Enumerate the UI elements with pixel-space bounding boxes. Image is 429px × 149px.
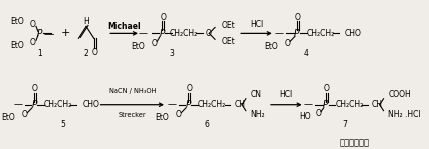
Text: O: O [284,39,290,48]
Text: —: — [44,29,54,39]
Text: O: O [32,84,38,93]
Text: 7: 7 [343,120,347,129]
Text: O: O [324,84,329,93]
Text: —: — [303,100,312,109]
Text: O: O [92,48,98,57]
Text: CHO: CHO [345,29,362,38]
Text: H: H [83,17,89,26]
Text: CH: CH [372,100,383,109]
Text: COOH: COOH [388,90,411,99]
Text: 2: 2 [84,49,88,58]
Text: OEt: OEt [222,21,236,30]
Text: —: — [168,100,177,109]
Text: O: O [175,110,181,119]
Text: CH₂CH₂: CH₂CH₂ [336,100,364,109]
Text: P: P [37,29,42,38]
Text: O: O [151,39,157,48]
Text: CH₂CH₂: CH₂CH₂ [44,100,72,109]
Text: O: O [29,38,35,47]
Text: EtO: EtO [11,41,24,50]
Text: OEt: OEt [222,37,236,46]
Text: O: O [160,13,166,22]
Text: 草铵膦盐酸盐: 草铵膦盐酸盐 [340,138,370,147]
Text: 4: 4 [304,49,309,58]
Text: O: O [205,29,211,38]
Text: —: — [14,100,22,109]
Text: CH₂CH₂: CH₂CH₂ [198,100,227,109]
Text: O: O [21,110,27,119]
Text: Michael: Michael [107,22,140,31]
Text: O: O [315,109,321,118]
Text: EtO: EtO [131,42,145,51]
Text: EtO: EtO [1,113,15,122]
Text: P: P [185,100,191,109]
Text: 1: 1 [37,49,42,58]
Text: P: P [294,29,299,38]
Text: NaCN / NH₃OH: NaCN / NH₃OH [109,88,156,94]
Text: EtO: EtO [11,17,24,26]
Text: NH₂ .HCl: NH₂ .HCl [388,110,421,119]
Text: 6: 6 [205,120,210,129]
Text: 5: 5 [60,120,65,129]
Text: EtO: EtO [264,42,278,51]
Text: EtO: EtO [155,113,169,122]
Text: P: P [323,100,329,109]
Text: —: — [139,29,148,38]
Text: —: — [275,29,284,38]
Text: Strecker: Strecker [118,112,146,118]
Text: O: O [186,84,192,93]
Text: HCl: HCl [250,20,263,29]
Text: CH₂CH₂: CH₂CH₂ [307,29,335,38]
Text: HO: HO [299,112,310,121]
Text: P: P [31,100,37,109]
Text: O: O [295,13,301,22]
Text: CN: CN [251,90,262,99]
Text: 3: 3 [169,49,174,58]
Text: CHO: CHO [82,100,99,109]
Text: HCl: HCl [280,90,293,99]
Text: NH₂: NH₂ [251,110,265,119]
Text: O: O [29,20,35,29]
Text: P: P [160,29,165,38]
Text: CH: CH [234,100,245,109]
Text: +: + [61,28,70,38]
Text: CH₂CH₂: CH₂CH₂ [169,29,197,38]
